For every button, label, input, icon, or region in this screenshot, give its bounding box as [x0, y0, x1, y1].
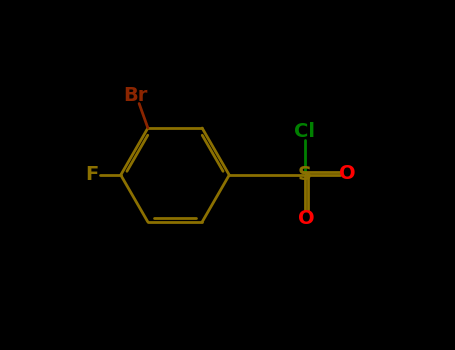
Text: F: F: [86, 166, 99, 184]
Text: Br: Br: [123, 86, 148, 105]
Text: Cl: Cl: [294, 122, 315, 141]
Text: O: O: [339, 164, 355, 183]
Text: S: S: [298, 166, 312, 184]
Text: O: O: [298, 209, 314, 228]
